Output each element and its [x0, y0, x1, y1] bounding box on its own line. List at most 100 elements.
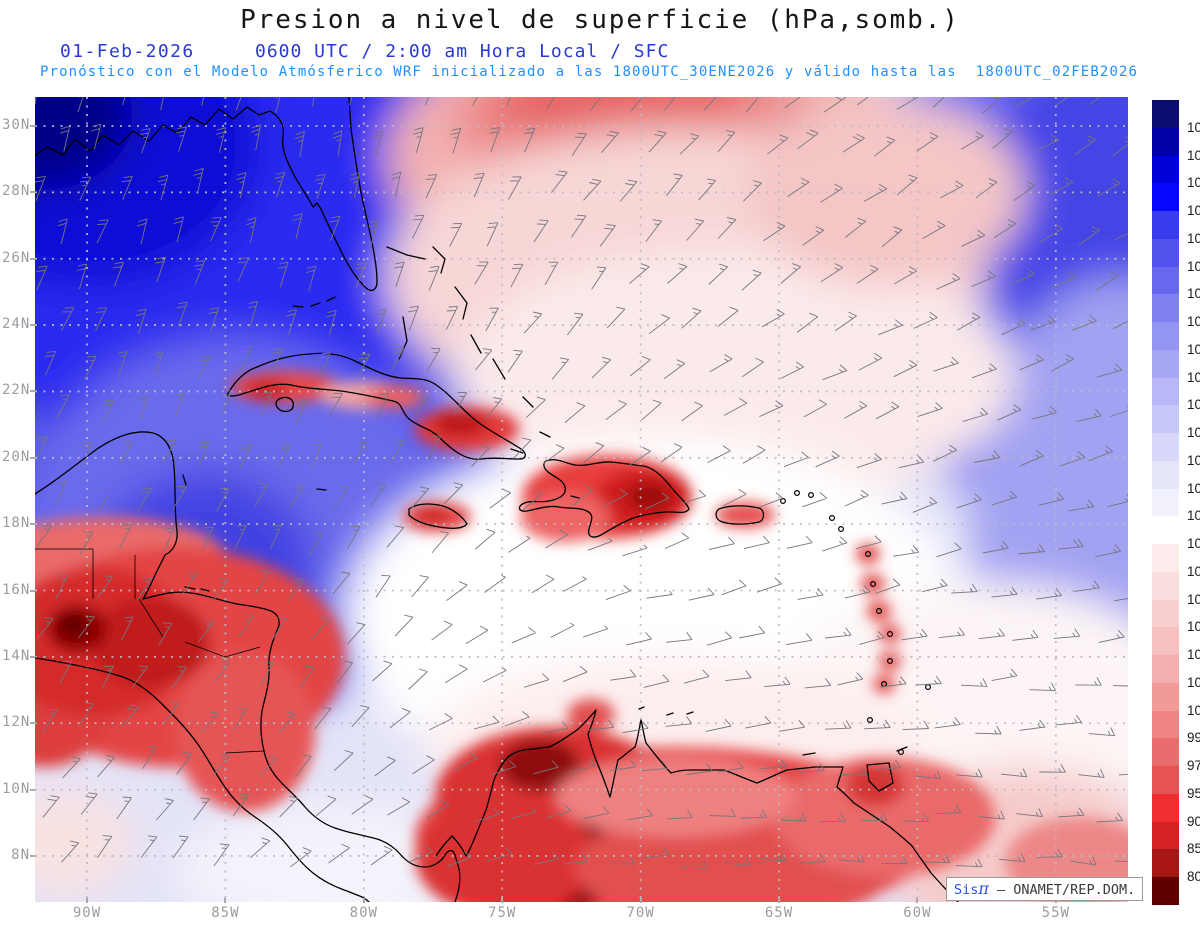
watermark-pi-icon: π — [978, 879, 989, 898]
lon-label: 55W — [1041, 905, 1070, 921]
colorbar-label: 1000 — [1187, 702, 1200, 718]
colorbar-label: 1035 — [1187, 175, 1200, 191]
colorbar-segment — [1152, 544, 1179, 573]
lat-tick — [30, 257, 35, 260]
lat-tick — [30, 788, 35, 791]
lat-tick — [30, 722, 35, 725]
lon-label: 80W — [349, 905, 378, 921]
colorbar-label: 1008 — [1187, 591, 1200, 607]
colorbar-segment — [1152, 821, 1179, 850]
colorbar-segment — [1152, 266, 1179, 295]
colorbar-label: 1002 — [1187, 674, 1200, 690]
colorbar-segment — [1152, 877, 1179, 906]
lon-label: 85W — [211, 905, 240, 921]
colorbar-segment — [1152, 682, 1179, 712]
lat-label: 30N — [2, 117, 31, 133]
colorbar-label: 1025 — [1187, 258, 1200, 274]
lat-label: 22N — [2, 382, 31, 399]
colorbar-label: 970 — [1187, 758, 1200, 774]
lon-label: 90W — [72, 905, 102, 921]
colorbar-label: 1020 — [1187, 314, 1200, 330]
lat-label: 12N — [2, 714, 31, 731]
colorbar-segment — [1152, 405, 1179, 434]
model-init-line: Pronóstico con el Modelo Atmósferico WRF… — [40, 64, 1139, 80]
colorbar-label: 1022 — [1187, 286, 1200, 302]
colorbar-segment — [1152, 238, 1179, 268]
lat-tick — [30, 589, 35, 592]
watermark-org: – ONAMET/REP.DOM. — [988, 882, 1136, 898]
lat-tick — [30, 390, 35, 393]
lat-label: 8N — [11, 846, 30, 863]
colorbar-segment — [1152, 793, 1179, 823]
lat-label: 28N — [2, 183, 31, 200]
lon-tick — [86, 898, 88, 903]
colorbar-label: 1040 — [1187, 147, 1200, 163]
lat-label: 18N — [2, 515, 31, 532]
colorbar-segment — [1152, 516, 1179, 545]
colorbar-label: 1013 — [1187, 508, 1200, 524]
forecast-date: 01-Feb-2026 — [60, 41, 195, 62]
colorbar-label: 1004 — [1187, 647, 1200, 663]
colorbar-label: 950 — [1187, 785, 1200, 801]
colorbar-segment — [1152, 294, 1179, 323]
lon-label: 65W — [764, 905, 794, 921]
colorbar-label: 1018 — [1187, 369, 1200, 385]
colorbar-segment — [1152, 599, 1179, 628]
colorbar-segment — [1152, 571, 1179, 601]
colorbar-label: 1015 — [1187, 452, 1200, 468]
lat-label: 10N — [2, 780, 31, 797]
lat-tick — [30, 125, 35, 127]
lon-tick — [501, 898, 504, 903]
colorbar-label: 1030 — [1187, 203, 1200, 219]
watermark-sis: Sis — [954, 882, 979, 898]
lat-tick — [30, 191, 35, 194]
lat-tick — [30, 854, 35, 857]
colorbar-label: 990 — [1187, 730, 1200, 746]
colorbar-segment — [1152, 100, 1179, 129]
colorbar-segment — [1152, 766, 1179, 795]
colorbar-segment — [1152, 349, 1179, 379]
colorbar-segment — [1152, 710, 1179, 739]
lon-tick — [224, 898, 227, 903]
colorbar-label: 850 — [1187, 841, 1200, 857]
lat-tick — [30, 324, 35, 327]
colorbar-segment — [1152, 627, 1179, 656]
lat-tick — [30, 456, 35, 459]
colorbar-segment — [1152, 155, 1179, 184]
colorbar-segment — [1152, 433, 1179, 462]
colorbar-label: 1012 — [1187, 536, 1200, 552]
colorbar-segment — [1152, 738, 1179, 767]
colorbar-label: 1028 — [1187, 230, 1200, 246]
lat-label: 16N — [2, 581, 31, 598]
colorbar-segment — [1152, 377, 1179, 406]
colorbar-label: 1019 — [1187, 341, 1200, 357]
lon-label: 60W — [903, 905, 932, 921]
lat-label: 14N — [2, 647, 31, 664]
colorbar-segment — [1152, 183, 1179, 212]
colorbar-label: 900 — [1187, 813, 1200, 829]
colorbar-segment — [1152, 127, 1179, 156]
lon-label: 70W — [626, 905, 655, 921]
colorbar-label: 1016 — [1187, 425, 1200, 441]
map-area — [35, 97, 1128, 902]
lon-tick — [778, 898, 780, 903]
lon-tick — [362, 898, 365, 903]
lat-tick — [30, 655, 35, 658]
lat-label: 20N — [2, 448, 31, 465]
lat-label: 26N — [2, 249, 31, 266]
colorbar-label: 1006 — [1187, 619, 1200, 635]
colorbar-label: 1050 — [1187, 119, 1200, 135]
colorbar-segment — [1152, 322, 1179, 351]
watermark: Sisπ – ONAMET/REP.DOM. — [946, 877, 1144, 901]
colorbar-label: 800 — [1187, 869, 1200, 885]
colorbar: 1050 1040 1035 1030 1028 1025 1022 1020 1019 1018… — [1152, 100, 1200, 906]
colorbar-segment — [1152, 460, 1179, 490]
pressure-map-svg — [35, 97, 1128, 902]
lon-tick — [916, 898, 919, 903]
lon-tick — [639, 898, 642, 903]
colorbar-segment — [1152, 849, 1179, 878]
colorbar-segment — [1152, 211, 1179, 240]
lat-tick — [30, 523, 35, 526]
